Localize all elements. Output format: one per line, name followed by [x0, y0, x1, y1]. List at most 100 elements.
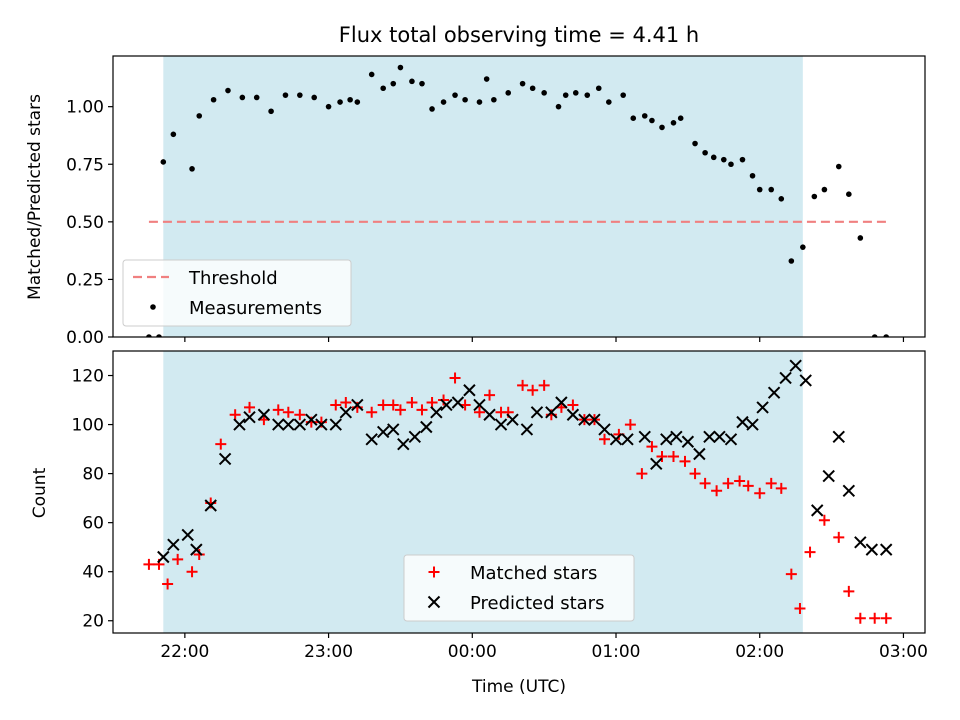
- matched-star-point: [804, 546, 816, 558]
- predicted-star-point: [157, 550, 170, 564]
- y-tick-label: 0.25: [66, 270, 104, 290]
- measurement-point: [189, 166, 195, 172]
- measurement-point: [337, 99, 343, 105]
- predicted-star-point: [724, 433, 738, 446]
- measurement-point: [620, 92, 626, 98]
- legend-measurement-swatch: [150, 304, 156, 310]
- predicted-star-point: [746, 418, 759, 431]
- x-axis-label: Time (UTC): [471, 677, 566, 697]
- predicted-star-point: [865, 543, 879, 556]
- y-tick-label: 120: [72, 367, 104, 387]
- measurement-point: [419, 80, 425, 87]
- legend-label: Threshold: [188, 268, 278, 289]
- predicted-star-point: [420, 420, 433, 434]
- predicted-star-point: [578, 413, 591, 426]
- measurement-point: [562, 92, 569, 98]
- y-tick-label: 20: [82, 612, 104, 632]
- measurement-point: [311, 94, 318, 101]
- matched-star-point: [538, 379, 550, 391]
- measurement-point: [225, 87, 231, 94]
- predicted-star-point: [257, 408, 271, 421]
- predicted-star-point: [190, 543, 203, 556]
- y-tick-label: 60: [82, 514, 104, 534]
- top-y-axis-label: Matched/Predicted stars: [25, 94, 45, 300]
- matched-star-point: [406, 396, 418, 408]
- measurement-point: [821, 186, 828, 193]
- x-tick-label: 02:00: [735, 642, 784, 662]
- predicted-star-point: [736, 415, 749, 429]
- measurement-point: [390, 80, 397, 87]
- predicted-star-point: [650, 457, 663, 471]
- measurement-point: [146, 334, 152, 337]
- predicted-star-point: [842, 484, 856, 497]
- predicted-star-point: [530, 406, 544, 419]
- measurement-point: [692, 140, 698, 147]
- measurement-point: [857, 235, 864, 241]
- predicted-star-point: [767, 386, 781, 399]
- matched-star-point: [854, 612, 866, 624]
- matched-star-point: [387, 399, 399, 411]
- measurement-point: [347, 96, 353, 103]
- predicted-star-point: [473, 398, 486, 412]
- measurement-point: [529, 85, 536, 92]
- x-tick-label: 01:00: [592, 642, 641, 662]
- predicted-star-point: [494, 418, 508, 431]
- matched-star-point: [449, 372, 461, 384]
- measurement-point: [649, 117, 655, 124]
- y-tick-label: 0.75: [66, 155, 104, 175]
- legend-matched-swatch: [428, 566, 440, 578]
- measurement-point: [452, 92, 458, 98]
- matched-star-point: [186, 566, 198, 578]
- matched-star-point: [754, 487, 766, 499]
- predicted-star-point: [621, 433, 634, 446]
- predicted-star-point: [545, 406, 558, 419]
- predicted-star-point: [681, 435, 695, 448]
- measurement-point: [670, 119, 677, 126]
- predicted-star-point: [329, 418, 342, 431]
- measurement-point: [572, 90, 579, 96]
- measurement-point: [429, 106, 435, 112]
- measurement-point: [409, 78, 415, 85]
- matched-star-point: [244, 401, 256, 413]
- measurement-point: [354, 99, 361, 105]
- predicted-star-point: [506, 413, 519, 426]
- matched-star-point: [484, 389, 496, 401]
- y-tick-label: 100: [72, 416, 104, 436]
- matched-star-point: [394, 404, 406, 416]
- measurement-point: [811, 193, 818, 200]
- legend-box: [122, 259, 352, 327]
- measurement-point: [702, 149, 708, 156]
- y-tick-label: 0.00: [66, 328, 104, 348]
- x-tick-label: 22:00: [160, 642, 209, 662]
- predicted-star-point: [854, 536, 867, 549]
- predicted-star-point: [660, 433, 673, 446]
- measurement-point: [476, 99, 483, 105]
- matched-star-point: [711, 485, 723, 497]
- predicted-star-point: [822, 469, 835, 483]
- predicted-star-point: [811, 504, 824, 517]
- predicted-star-point: [243, 411, 256, 424]
- predicted-star-point: [555, 396, 568, 409]
- measurement-point: [677, 115, 684, 121]
- predicted-star-point: [167, 538, 180, 551]
- measurement-point: [659, 124, 665, 131]
- measurement-point: [268, 108, 274, 115]
- measurement-point: [462, 96, 468, 103]
- measurement-point: [380, 85, 386, 92]
- matched-star-point: [599, 433, 611, 445]
- measurement-point: [720, 156, 727, 163]
- predicted-star-point: [520, 423, 534, 436]
- matched-star-point: [722, 477, 734, 489]
- predicted-star-point: [365, 433, 378, 446]
- measurement-point: [630, 115, 637, 121]
- measurement-point: [788, 258, 795, 264]
- predicted-star-point: [609, 433, 623, 446]
- measurement-point: [846, 191, 852, 197]
- measurement-point: [756, 186, 763, 193]
- predicted-star-point: [598, 423, 611, 436]
- y-tick-label: 1.00: [66, 98, 104, 118]
- measurement-point: [800, 244, 806, 250]
- measurement-point: [196, 113, 203, 119]
- measurement-point: [160, 159, 167, 165]
